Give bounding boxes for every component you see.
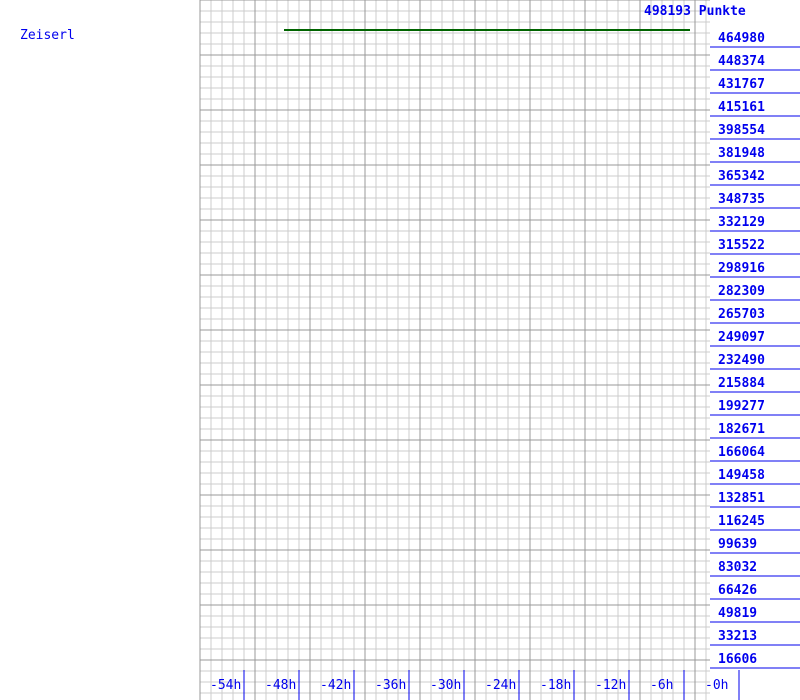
y-tick-label: 398554: [718, 123, 765, 138]
y-tick-label: 199277: [718, 399, 765, 414]
y-tick-label: 365342: [718, 169, 765, 184]
y-tick-label: 249097: [718, 330, 765, 345]
y-tick-label: 99639: [718, 537, 757, 552]
y-tick-label: 464980: [718, 31, 765, 46]
x-tick-label: -36h: [375, 678, 406, 693]
x-tick-label: -42h: [320, 678, 351, 693]
y-tick-label: 132851: [718, 491, 765, 506]
y-tick-label: 116245: [718, 514, 765, 529]
x-tick-label: -24h: [485, 678, 516, 693]
x-tick-label: -18h: [540, 678, 571, 693]
title-value: 498193: [644, 4, 691, 19]
chart-plot: [0, 0, 800, 700]
y-tick-label: 448374: [718, 54, 765, 69]
y-tick-label: 182671: [718, 422, 765, 437]
y-tick-label: 215884: [718, 376, 765, 391]
y-tick-label: 415161: [718, 100, 765, 115]
y-tick-label: 348735: [718, 192, 765, 207]
y-tick-label: 232490: [718, 353, 765, 368]
y-tick-label: 149458: [718, 468, 765, 483]
y-tick-label: 381948: [718, 146, 765, 161]
y-tick-label: 33213: [718, 629, 757, 644]
y-tick-label: 315522: [718, 238, 765, 253]
y-tick-label: 332129: [718, 215, 765, 230]
y-tick-label: 282309: [718, 284, 765, 299]
x-tick-label: -48h: [265, 678, 296, 693]
player-label: Zeiserl: [20, 28, 75, 43]
y-tick-label: 16606: [718, 652, 757, 667]
x-tick-label: -54h: [210, 678, 241, 693]
y-tick-label: 265703: [718, 307, 765, 322]
y-tick-label: 66426: [718, 583, 757, 598]
x-tick-label: -12h: [595, 678, 626, 693]
x-tick-label: -30h: [430, 678, 461, 693]
y-tick-label: 431767: [718, 77, 765, 92]
y-tick-label: 298916: [718, 261, 765, 276]
y-tick-label: 83032: [718, 560, 757, 575]
title-unit: Punkte: [699, 4, 746, 19]
x-tick-label: -6h: [650, 678, 673, 693]
chart-title: 498193 Punkte: [644, 4, 746, 19]
y-tick-label: 49819: [718, 606, 757, 621]
x-tick-label: -0h: [705, 678, 728, 693]
y-tick-label: 166064: [718, 445, 765, 460]
